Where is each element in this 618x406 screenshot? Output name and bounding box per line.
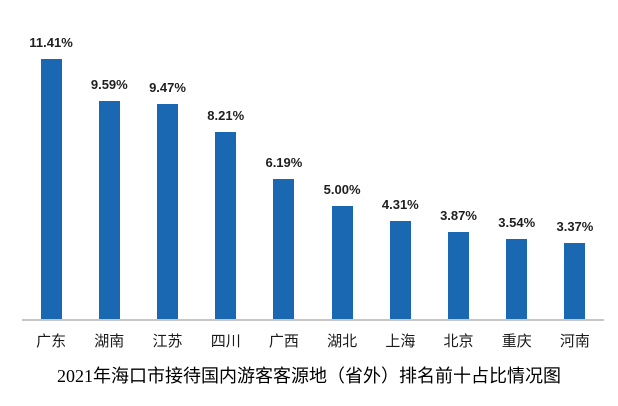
bar-group: 6.19% 广西 bbox=[255, 0, 313, 350]
bar-group: 4.31% 上海 bbox=[371, 0, 429, 350]
bar-category-label: 湖北 bbox=[327, 333, 358, 350]
bar-value-label: 11.41% bbox=[29, 35, 73, 50]
bar bbox=[40, 59, 62, 320]
plot-area: 11.41% 广东 9.59% 湖南 9.47% 江苏 8.21% 四川 6.19% 广西 5.00… bbox=[22, 0, 604, 350]
bar bbox=[331, 206, 353, 320]
bar-group: 3.54% 重庆 bbox=[488, 0, 546, 350]
bar-value-label: 3.87% bbox=[440, 208, 477, 223]
bar-value-label: 5.00% bbox=[323, 182, 361, 197]
bar-category-label: 四川 bbox=[210, 333, 241, 350]
bar-value-label: 4.31% bbox=[381, 197, 419, 212]
bar-group: 9.47% 江苏 bbox=[138, 0, 196, 350]
bar-category-label: 江苏 bbox=[152, 333, 183, 350]
bar-group: 9.59% 湖南 bbox=[80, 0, 138, 350]
bar-group: 3.87% 北京 bbox=[429, 0, 487, 350]
bar-group: 5.00% 湖北 bbox=[313, 0, 371, 350]
bar-value-label: 8.21% bbox=[207, 108, 245, 123]
bar-value-label: 6.19% bbox=[265, 155, 303, 170]
bar-group: 11.41% 广东 bbox=[22, 0, 80, 350]
bar bbox=[564, 243, 586, 320]
bar-category-label: 重庆 bbox=[501, 333, 532, 350]
chart-title: 2021年海口市接待国内游客客源地（省外）排名前十占比情况图 bbox=[57, 366, 561, 386]
bar-group: 3.37% 河南 bbox=[546, 0, 604, 350]
bar-category-label: 湖南 bbox=[94, 333, 125, 350]
bar bbox=[448, 232, 470, 320]
x-axis-line bbox=[22, 319, 604, 321]
bar bbox=[215, 132, 237, 320]
bar-category-label: 北京 bbox=[443, 333, 474, 350]
bar-category-label: 广东 bbox=[36, 333, 67, 350]
bar bbox=[273, 179, 295, 320]
bar-group: 8.21% 四川 bbox=[197, 0, 255, 350]
bar-value-label: 9.59% bbox=[90, 77, 128, 92]
bar-value-label: 9.47% bbox=[149, 80, 186, 95]
bar-value-label: 3.54% bbox=[498, 215, 536, 230]
bar-category-label: 广西 bbox=[268, 333, 299, 350]
bar bbox=[98, 101, 120, 320]
bar-category-label: 上海 bbox=[385, 333, 416, 350]
bars-container: 11.41% 广东 9.59% 湖南 9.47% 江苏 8.21% 四川 6.19% 广西 5.00… bbox=[22, 0, 604, 350]
bar bbox=[157, 104, 178, 320]
bar bbox=[506, 239, 528, 320]
bar bbox=[389, 221, 411, 320]
bar-category-label: 河南 bbox=[559, 333, 590, 350]
bar-value-label: 3.37% bbox=[556, 219, 594, 234]
